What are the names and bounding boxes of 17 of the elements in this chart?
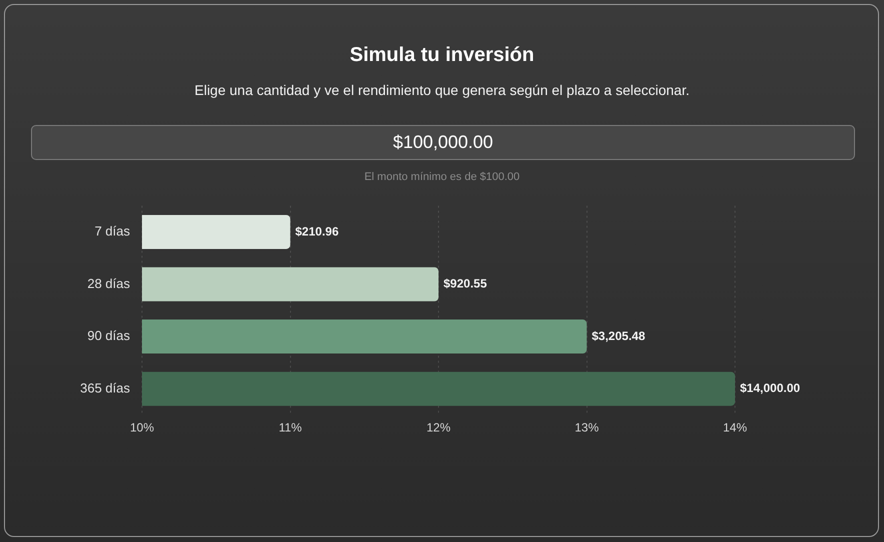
text: El monto mínimo es de $100.00 [363, 171, 521, 183]
x-tick-label: 14% [722, 420, 748, 435]
x-tick-label: 11% [278, 420, 302, 435]
y-tick-label: 28 días [87, 276, 130, 291]
chart-subtitle: Elige una cantidad y ve el rendimiento que genera según el plazo a seleccionar. [194, 82, 690, 98]
input-field: $100,000.00 [31, 125, 855, 160]
y-tick-label: 7 días [94, 224, 130, 239]
y-tick-label: 90 días [87, 328, 130, 344]
annotation: $920.55 [444, 276, 488, 291]
annotation: $3,205.48 [592, 328, 646, 343]
x-tick-label: 10% [130, 420, 154, 435]
y-tick-label: 365 días [80, 380, 130, 396]
x-tick-label: 13% [574, 420, 600, 435]
annotation: $210.96 [295, 224, 339, 238]
annotation: $14,000.00 [740, 381, 800, 396]
x-tick-label: 12% [426, 420, 451, 435]
chart-title: Simula tu inversión [348, 44, 536, 67]
